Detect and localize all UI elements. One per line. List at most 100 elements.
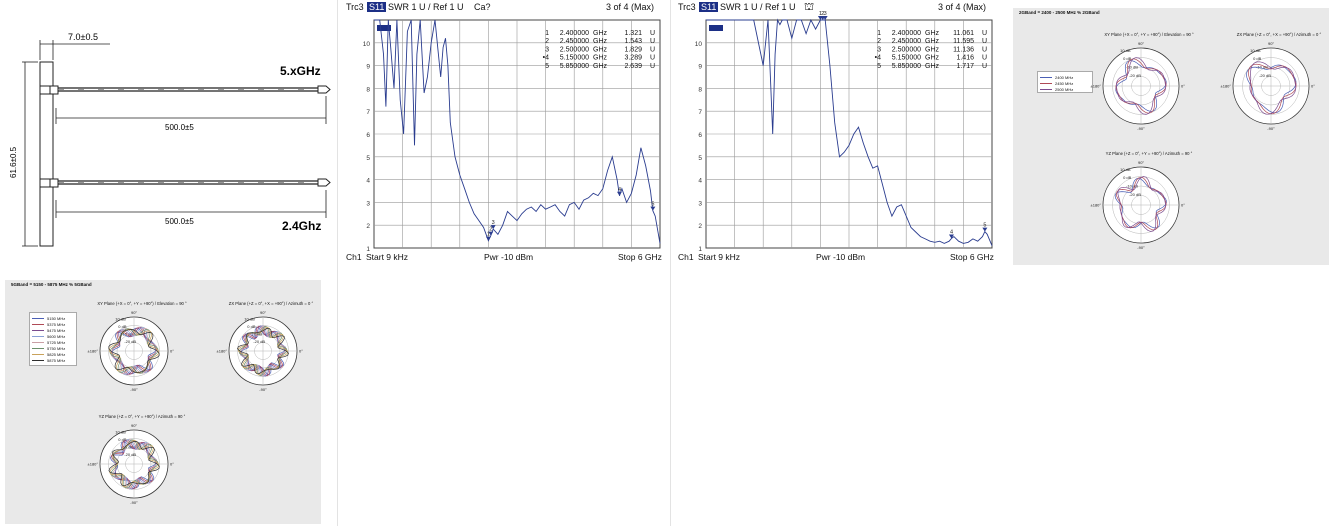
vna1-count: 3 of 4 (Max) xyxy=(606,2,655,12)
polar24-zx-pattern-trace xyxy=(1249,61,1297,115)
polar5-yz-angle-top: 90° xyxy=(131,423,137,428)
vna2-marker-freq-unit: GHz xyxy=(925,38,940,45)
vna1-marker-number: 1 xyxy=(487,232,490,238)
vna2-marker-number: 3 xyxy=(824,11,827,17)
polar5-yz-angle-right: 0° xyxy=(170,462,174,467)
vna1-ref-marker xyxy=(377,25,391,31)
legend-label: 5875 MHz xyxy=(47,357,66,363)
polar5-charts: XY Plane (+X = 0°, +Y = +90°) / Elevatio… xyxy=(88,301,314,505)
vna1-ytick-label: 7 xyxy=(366,109,370,116)
polar5-yz-ring-label: 0 dB xyxy=(118,437,127,442)
mount-block xyxy=(39,61,54,247)
polar5-xy-pattern-trace xyxy=(110,328,158,374)
polar24-legend: 2400 MHz 2450 MHz 2500 MHz xyxy=(1037,71,1093,93)
polar24-yz-angle-top: 90° xyxy=(1138,160,1144,165)
divider xyxy=(337,0,338,526)
vna1-ytick-label: 1 xyxy=(366,246,370,253)
legend-label: 2400 MHz xyxy=(1055,74,1074,80)
polar24-zx-angle-right: 0° xyxy=(1311,84,1315,89)
vna1-marker-number: 5 xyxy=(651,202,654,208)
polar5-yz-ring-label: -20 dB xyxy=(124,452,136,457)
legend-swatch xyxy=(32,317,44,319)
polar24-zx-ring-label: -10 dB xyxy=(1256,65,1268,70)
vna2-marker-index: 5 xyxy=(877,63,881,70)
vna1-stop: Stop 6 GHz xyxy=(618,252,662,262)
polar5-yz-pattern-trace xyxy=(108,441,160,487)
polar24-xy-angle-left: ±180° xyxy=(1091,84,1102,89)
vna2-marker-index: 2 xyxy=(877,38,881,45)
vna2-ytick-label: 10 xyxy=(695,41,703,48)
vna2-ytick-label: 2 xyxy=(698,223,702,230)
vna2-marker-value-unit: U xyxy=(982,63,987,70)
vna1-marker-value: 2.639 xyxy=(624,63,642,70)
vna1-trace-line xyxy=(374,19,661,244)
legend-entry: 5750 MHz xyxy=(30,345,76,351)
vna1-ytick-label: 2 xyxy=(366,223,370,230)
legend-entry: 2400 MHz xyxy=(1038,74,1092,80)
vna2-marker-freq: 2.450000 xyxy=(892,38,921,45)
vna2-marker-index: •4 xyxy=(875,55,881,62)
polar24-xy-pattern-trace xyxy=(1116,57,1166,115)
legend-entry: 5875 MHz xyxy=(30,357,76,363)
polar24-zx-ring-label: 10 dB xyxy=(1250,48,1261,53)
polar24-zx-angle-bottom: -90° xyxy=(1267,126,1275,131)
label-5g: 5.xGHz xyxy=(280,64,321,78)
legend-entry: 5600 MHz xyxy=(30,333,76,339)
vna1-marker-value-unit: U xyxy=(650,30,655,37)
vna1-header: Trc3 S11 SWR 1 U / Ref 1 U Ca? 3 of 4 (M… xyxy=(344,2,666,16)
polar5-xy-ring-label: -10 dB xyxy=(121,331,133,336)
polar5-zx-plot-title: ZX Plane (+Z = 0°, +X = +90°) / Azimuth … xyxy=(229,301,314,306)
vna1-ytick-label: 3 xyxy=(366,200,370,207)
vna2-marker-index: 1 xyxy=(877,30,881,37)
polar24-yz-pattern-trace xyxy=(1117,176,1166,232)
legend-label: 5725 MHz xyxy=(47,339,66,345)
legend-label: 2450 MHz xyxy=(1055,80,1074,86)
polar24-xy-ring-label: -10 dB xyxy=(1126,65,1138,70)
legend-label: 5475 MHz xyxy=(47,327,66,333)
polar24-zx-ring-label: -20 dB xyxy=(1259,73,1271,78)
polar5-zx-pattern-trace xyxy=(237,327,289,375)
vna2-marker-triangle xyxy=(948,234,954,239)
vna2-ytick-label: 7 xyxy=(698,109,702,116)
polar5-xy-pattern-trace xyxy=(108,328,160,374)
polar24-xy-ring-label: -20 dB xyxy=(1129,73,1141,78)
vna2-pwr: Pwr -10 dBm xyxy=(816,252,866,262)
legend-label: 5600 MHz xyxy=(47,333,66,339)
vna2-marker-number: 2 xyxy=(821,11,824,17)
vna1-marker-value-unit: U xyxy=(650,38,655,45)
polar5-legend: 5150 MHz 5375 MHz 5475 MHz 5600 MHz 5725 MHz… xyxy=(29,312,77,366)
vna2-marker-number: 5 xyxy=(983,223,986,229)
polar24-yz-angle-bottom: -90° xyxy=(1137,245,1145,250)
legend-swatch xyxy=(32,329,44,331)
vna1-trc: Trc3 xyxy=(346,2,364,12)
vna1-marker-freq: 5.150000 xyxy=(560,55,589,62)
polar5-yz-ring-label: -10 dB xyxy=(121,444,133,449)
vna2-ch: Ch1 xyxy=(678,252,694,262)
polar5-xy-pattern-trace xyxy=(108,329,160,373)
vna1-marker-value-unit: U xyxy=(650,55,655,62)
vna2-param-tag: S11 xyxy=(699,2,719,12)
vna2-ref-marker xyxy=(709,25,723,31)
dim-width-label: 7.0±0.5 xyxy=(68,32,98,42)
vna2-marker-value-unit: U xyxy=(982,38,987,45)
polar24-yz-ring-label: 0 dB xyxy=(1123,175,1132,180)
polar5-zx-pattern-trace xyxy=(240,325,286,377)
vna1-ch: Ch1 xyxy=(346,252,362,262)
vna1-ytick-label: 5 xyxy=(366,155,370,162)
vna2-marker-value: 1.416 xyxy=(956,55,974,62)
polar5-zx-angle-bottom: -90° xyxy=(259,387,267,392)
vna2-marker-freq-unit: GHz xyxy=(925,63,940,70)
legend-entry: 5825 MHz xyxy=(30,351,76,357)
polar-panel-24g: 2GBand = 2400 - 2500 MHz % 2GBand 2400 M… xyxy=(1013,8,1329,265)
legend-entry: 2450 MHz xyxy=(1038,80,1092,86)
vna2-ytick-label: 5 xyxy=(698,155,702,162)
vna2-ytick-label: 9 xyxy=(698,64,702,71)
vna1-marker-triangle xyxy=(490,225,496,230)
polar5-xy-ring-label: 0 dB xyxy=(118,324,127,329)
vna1-marker-value: 1.321 xyxy=(624,30,642,37)
vna1-marker-index: 5 xyxy=(545,63,549,70)
vna1-ytick-label: 10 xyxy=(363,41,371,48)
vna1-ytick-label: 4 xyxy=(366,178,370,185)
legend-entry: 5725 MHz xyxy=(30,339,76,345)
vna2-marker-value-unit: U xyxy=(982,46,987,53)
